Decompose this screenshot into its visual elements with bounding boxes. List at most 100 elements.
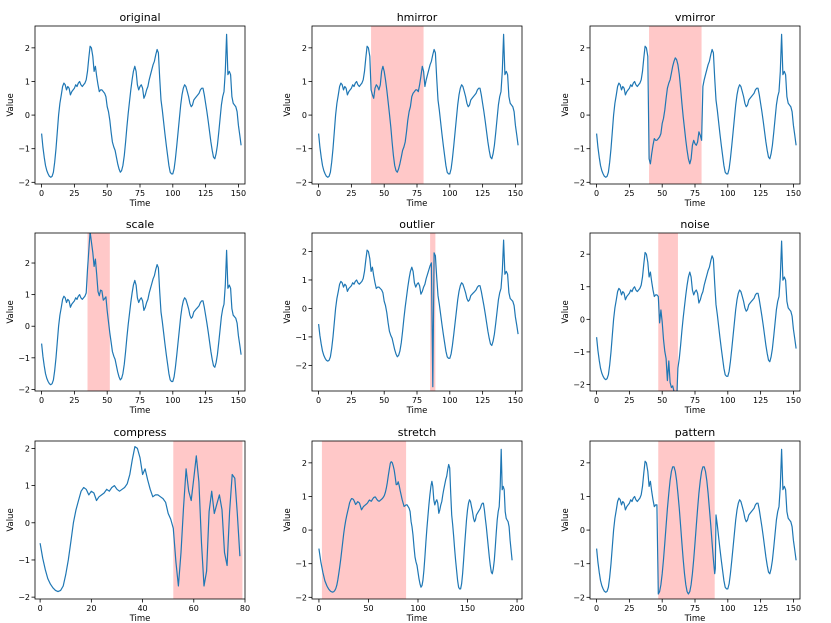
chart-title: scale (126, 218, 155, 231)
y-tick-label: −1 (573, 145, 585, 154)
x-tick-label: 125 (475, 396, 490, 405)
y-tick-label: 0 (580, 111, 585, 120)
x-tick-label: 125 (198, 189, 213, 198)
y-tick-label: 0 (302, 111, 307, 120)
x-tick-label: 0 (316, 396, 321, 405)
x-tick-label: 125 (475, 189, 490, 198)
x-tick-label: 0 (316, 604, 321, 613)
chart-title: compress (114, 426, 167, 439)
x-tick-label: 0 (38, 604, 43, 613)
x-tick-label: 25 (624, 189, 634, 198)
chart-stretch: 0 50 100 150 200 −2 −1 0 1 2 stretch Time Value (283, 426, 525, 623)
y-tick-label: −1 (18, 354, 30, 363)
y-tick-label: 1 (25, 482, 30, 491)
x-tick-label: 80 (240, 604, 250, 613)
chart-noise: 0 25 50 75 100 125 150 −2 −1 0 1 2 noise Time Value (561, 218, 801, 416)
highlight-region (173, 441, 243, 599)
highlight-region (321, 441, 407, 599)
x-tick-label: 100 (410, 604, 425, 613)
chart-outlier: 0 25 50 75 100 125 150 −2 −1 0 1 2 outlier Time Value (283, 218, 523, 416)
highlight-region (649, 26, 702, 184)
x-tick-label: 150 (231, 396, 246, 405)
y-tick-label: 2 (25, 444, 30, 453)
x-tick-label: 75 (690, 189, 700, 198)
x-tick-label: 50 (379, 396, 389, 405)
y-tick-label: 1 (302, 276, 307, 285)
x-tick-label: 150 (786, 396, 801, 405)
axes-frame (34, 25, 246, 185)
chart-original: 0 25 50 75 100 125 150 −2 −1 0 1 2 original Time Value (6, 11, 246, 209)
x-tick-label: 50 (657, 396, 667, 405)
y-axis-label: Value (561, 300, 571, 323)
y-axis-label: Value (6, 300, 16, 323)
y-tick-label: −2 (295, 593, 307, 602)
x-tick-label: 50 (363, 604, 373, 613)
x-tick-label: 75 (690, 604, 700, 613)
y-tick-label: −2 (18, 178, 30, 187)
series-line (596, 448, 797, 595)
x-axis-label: Time (406, 406, 428, 416)
x-tick-label: 100 (720, 604, 735, 613)
y-tick-label: 0 (302, 526, 307, 535)
x-axis-label: Time (684, 199, 706, 209)
y-tick-label: 1 (302, 492, 307, 501)
y-tick-label: 2 (25, 259, 30, 268)
y-tick-label: 2 (302, 459, 307, 468)
x-tick-label: 0 (594, 396, 599, 405)
x-tick-label: 100 (442, 396, 457, 405)
series-line (596, 240, 797, 391)
chart-pattern: 0 25 50 75 100 125 150 −2 −1 0 1 2 pattern Time Value (561, 426, 801, 623)
y-tick-label: 0 (25, 111, 30, 120)
x-tick-label: 150 (231, 189, 246, 198)
y-axis-label: Value (561, 508, 571, 531)
y-axis-label: Value (283, 93, 293, 116)
chart-title: stretch (398, 426, 436, 439)
x-tick-label: 150 (460, 604, 475, 613)
series-line (318, 448, 513, 593)
y-tick-label: 1 (302, 77, 307, 86)
x-tick-label: 125 (753, 396, 768, 405)
y-tick-label: −1 (573, 348, 585, 357)
x-tick-label: 75 (135, 189, 145, 198)
chart-title: hmirror (397, 11, 438, 24)
highlight-region (87, 233, 110, 391)
x-tick-label: 25 (69, 189, 79, 198)
series-line (318, 239, 519, 388)
axes-frame (311, 232, 523, 392)
y-tick-label: −2 (295, 361, 307, 370)
y-tick-label: 0 (580, 526, 585, 535)
x-tick-label: 25 (346, 189, 356, 198)
x-tick-label: 100 (165, 189, 180, 198)
x-tick-label: 0 (594, 604, 599, 613)
series-line (596, 33, 797, 178)
x-tick-label: 50 (102, 189, 112, 198)
y-tick-label: −1 (295, 560, 307, 569)
x-tick-label: 75 (412, 396, 422, 405)
y-axis-label: Value (561, 93, 571, 116)
axes-frame (311, 440, 523, 600)
x-tick-label: 40 (137, 604, 147, 613)
x-tick-label: 25 (624, 396, 634, 405)
x-axis-label: Time (406, 614, 428, 623)
y-tick-label: 0 (25, 519, 30, 528)
y-tick-label: −2 (573, 178, 585, 187)
x-tick-label: 50 (657, 604, 667, 613)
y-axis-label: Value (6, 93, 16, 116)
x-tick-label: 125 (753, 604, 768, 613)
highlight-region (371, 26, 424, 184)
x-tick-label: 0 (316, 189, 321, 198)
series-line (318, 33, 519, 178)
y-tick-label: 2 (25, 44, 30, 53)
y-axis-label: Value (6, 508, 16, 531)
x-tick-label: 100 (442, 189, 457, 198)
y-tick-label: 1 (580, 77, 585, 86)
y-tick-label: 1 (25, 77, 30, 86)
x-tick-label: 50 (379, 189, 389, 198)
y-tick-label: −1 (295, 333, 307, 342)
chart-scale: 0 25 50 75 100 125 150 −2 −1 0 1 2 scale Time Value (6, 218, 246, 416)
x-tick-label: 100 (720, 189, 735, 198)
x-tick-label: 150 (508, 396, 523, 405)
x-tick-label: 100 (165, 396, 180, 405)
x-axis-label: Time (684, 614, 706, 623)
y-tick-label: −2 (573, 593, 585, 602)
